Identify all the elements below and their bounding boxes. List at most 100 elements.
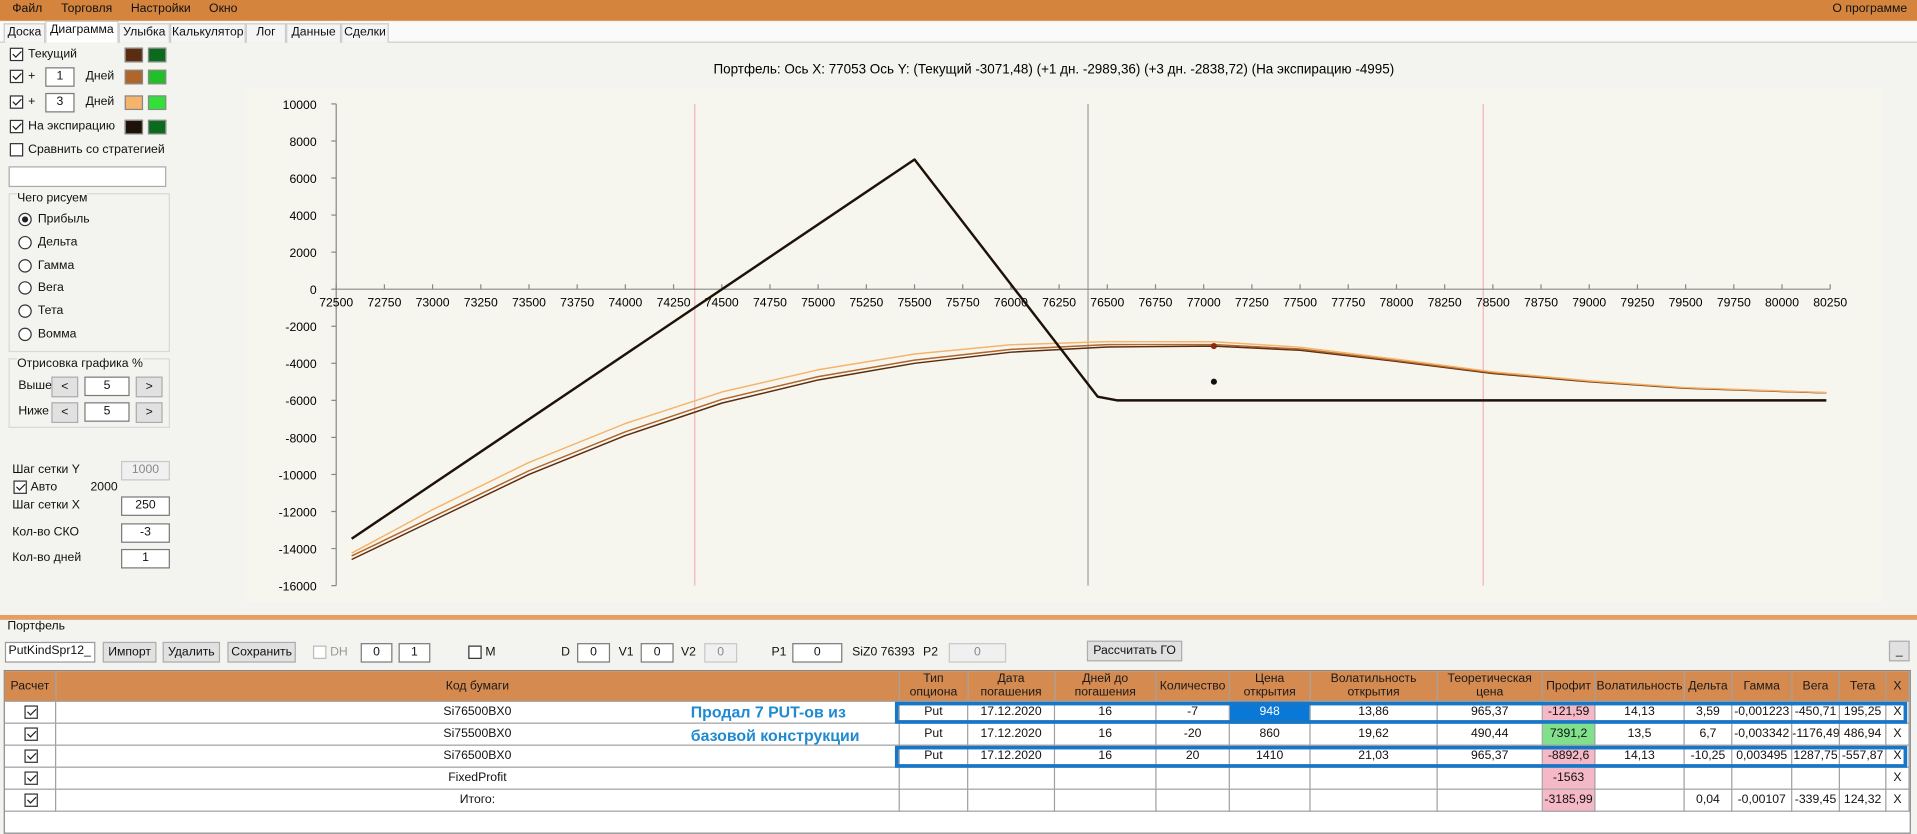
days-input[interactable]: 3 (45, 92, 75, 113)
setting-label: Кол-во дней (12, 551, 82, 565)
prev-button[interactable]: < (51, 376, 79, 398)
prev-button[interactable]: < (51, 402, 79, 424)
color-swatch[interactable] (124, 47, 144, 63)
auto-checkbox[interactable] (13, 480, 27, 494)
field-input[interactable]: 0 (792, 643, 843, 663)
table-cell: -3185,99 (1542, 789, 1596, 812)
tab-strip (0, 22, 1917, 43)
delete-button[interactable]: Удалить (162, 641, 221, 663)
table-cell: 17.12.2020 (968, 723, 1056, 746)
table-cell: 490,44 (1437, 723, 1543, 746)
table-cell (968, 767, 1056, 790)
tab[interactable]: Калькулятор (169, 23, 246, 43)
calc-checkbox[interactable] (24, 749, 38, 763)
y-tick-label: -4000 (285, 357, 316, 371)
x-tick-label: 72500 (319, 295, 353, 309)
calc-cell (4, 767, 57, 790)
table-cell: Итого: (56, 789, 900, 812)
x-tick-label: 73000 (416, 295, 450, 309)
save-button[interactable]: Сохранить (227, 641, 296, 663)
x-tick-label: 73250 (464, 295, 498, 309)
color-swatch[interactable] (124, 69, 144, 85)
radio-button[interactable] (18, 304, 32, 319)
column-header: Код бумаги (56, 671, 900, 702)
tab[interactable]: Лог (245, 23, 287, 43)
setting-label: Шаг сетки X (12, 498, 80, 513)
days-input[interactable]: 1 (45, 67, 75, 87)
color-swatch[interactable] (147, 69, 167, 85)
series-checkbox[interactable] (9, 47, 24, 62)
tab[interactable]: Диаграмма (45, 20, 119, 43)
table-cell (1156, 767, 1230, 790)
series-checkbox[interactable] (9, 119, 24, 134)
calc-checkbox[interactable] (24, 727, 38, 741)
group-title: Отрисовка графика % (17, 355, 143, 373)
calc-cell (4, 789, 57, 812)
tab[interactable]: Данные (286, 23, 342, 43)
color-swatch[interactable] (147, 119, 167, 135)
section-title: Портфель (7, 619, 66, 634)
tab[interactable]: Улыбка (118, 23, 170, 43)
color-swatch[interactable] (147, 47, 167, 63)
x-tick-label: 76000 (994, 295, 1028, 309)
spin-input[interactable]: 1 (398, 643, 431, 663)
table-cell: -1176,49 (1792, 723, 1840, 746)
strategy-combobox[interactable] (8, 166, 167, 188)
setting-input[interactable]: 250 (121, 496, 170, 516)
calc-checkbox[interactable] (24, 705, 38, 719)
future-price: SiZ0 76393 (852, 645, 915, 659)
color-swatch[interactable] (124, 119, 144, 135)
compare-checkbox[interactable] (9, 143, 24, 157)
color-swatch[interactable] (147, 95, 167, 111)
table-cell (1310, 767, 1438, 790)
tab[interactable]: Сделки (341, 23, 389, 43)
field-input[interactable]: 0 (577, 643, 611, 663)
calc-button[interactable]: Рассчитать ГО (1086, 640, 1183, 662)
column-header: Тип опциона (899, 671, 969, 702)
table-cell: -1563 (1542, 767, 1596, 790)
next-button[interactable]: > (135, 376, 163, 398)
minimize-button[interactable]: _ (1888, 640, 1910, 662)
radio-button[interactable] (18, 327, 32, 342)
radio-button[interactable] (18, 258, 32, 273)
x-tick-label: 78250 (1428, 295, 1462, 309)
table-cell[interactable]: X (1886, 767, 1910, 790)
radio-button[interactable] (18, 212, 32, 227)
field-label: V2 (680, 645, 696, 659)
dh-checkbox[interactable] (312, 645, 327, 659)
field-label: V1 (618, 645, 634, 659)
radio-button[interactable] (18, 281, 32, 296)
spin-input[interactable]: 0 (360, 643, 393, 663)
tab[interactable]: Доска (3, 23, 46, 43)
column-header: Дней до погашения (1055, 671, 1157, 702)
series-checkbox[interactable] (9, 69, 24, 84)
field-input[interactable]: 0 (640, 643, 674, 663)
import-button[interactable]: Импорт (102, 641, 157, 663)
radio-button[interactable] (18, 235, 32, 250)
table-cell (1229, 767, 1311, 790)
table-cell (1437, 767, 1543, 790)
portfolio-select[interactable]: PutKindSpr12_ (4, 641, 96, 663)
table-cell: 0,04 (1684, 789, 1733, 812)
range-input[interactable]: 5 (84, 402, 130, 422)
table-cell: FixedProfit (56, 767, 900, 790)
column-header: X (1886, 671, 1910, 702)
series-checkbox[interactable] (9, 95, 24, 109)
column-header: Волатильность открытия (1310, 671, 1438, 702)
setting-label: Кол-во СКО (12, 525, 79, 540)
next-button[interactable]: > (135, 402, 163, 424)
setting-input[interactable]: -3 (121, 523, 170, 543)
calc-checkbox[interactable] (24, 793, 38, 807)
table-cell[interactable]: X (1886, 789, 1910, 812)
m-checkbox[interactable] (468, 645, 482, 659)
setting-input[interactable]: 1 (121, 548, 170, 569)
column-header: Гамма (1732, 671, 1793, 702)
table-cell[interactable]: X (1886, 723, 1910, 746)
splitter (0, 614, 1917, 620)
calc-checkbox[interactable] (24, 771, 38, 785)
color-swatch[interactable] (124, 95, 144, 111)
column-header: Профит (1542, 671, 1596, 702)
x-tick-label: 75750 (946, 295, 980, 309)
range-input[interactable]: 5 (84, 376, 130, 397)
menu-about[interactable]: О программе (1832, 2, 1908, 16)
